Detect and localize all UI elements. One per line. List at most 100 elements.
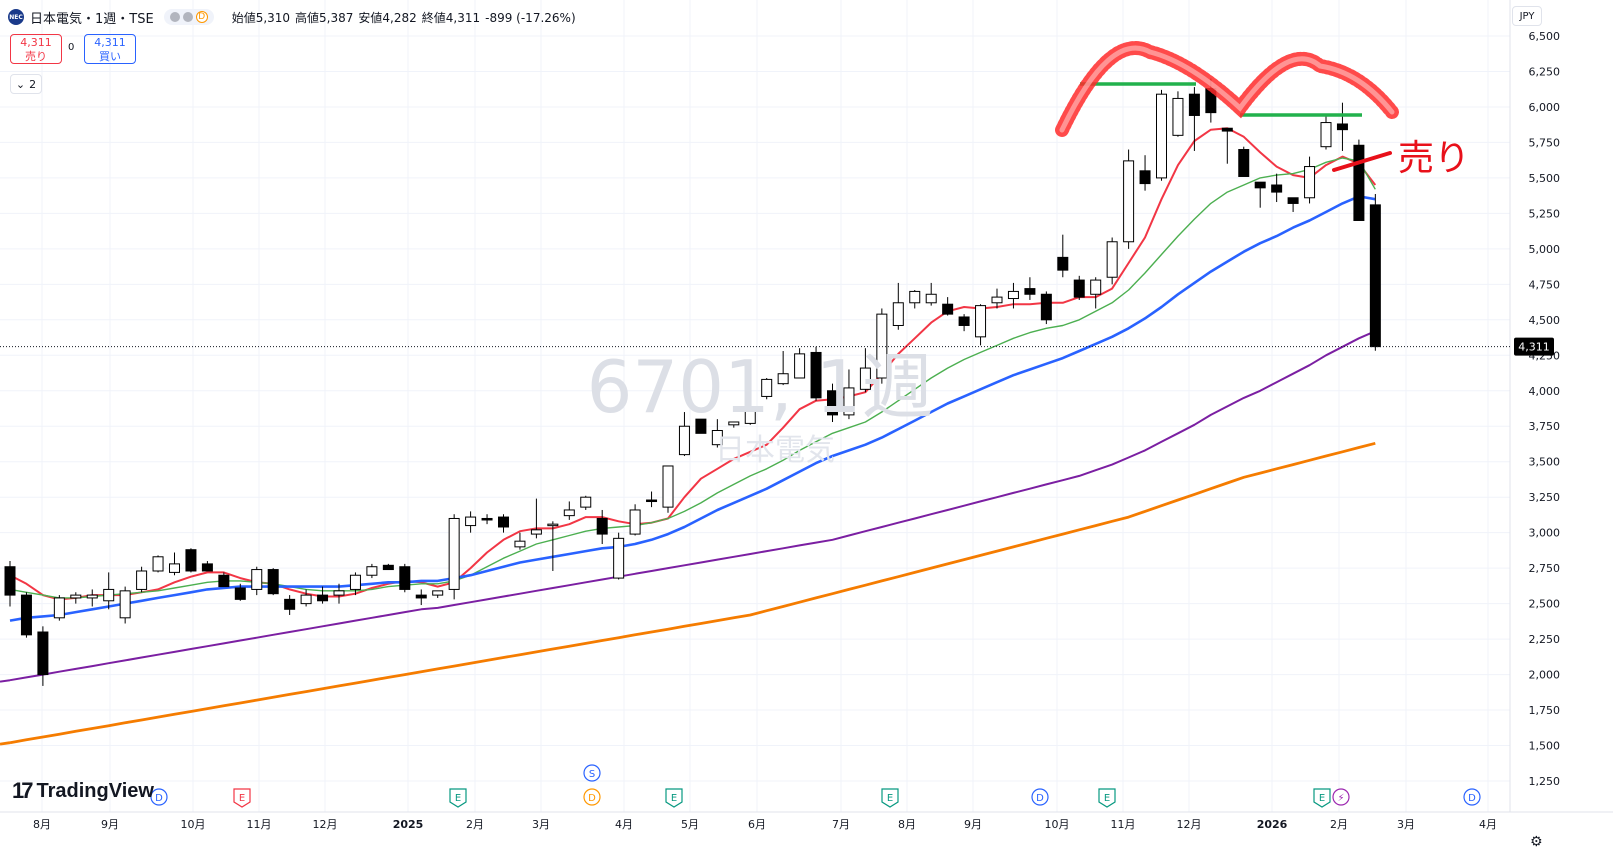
time-tick-label: 2026 bbox=[1257, 818, 1288, 831]
candle-up bbox=[1090, 279, 1102, 295]
candle-up bbox=[991, 296, 1003, 304]
symbol-title[interactable]: 日本電気・1週・TSE bbox=[30, 11, 154, 27]
spread-value: 0 bbox=[68, 42, 75, 53]
ohlc-readout: 始値5,310 高値5,387 安値4,282 終値4,311 -899 (-17.26… bbox=[232, 9, 581, 26]
time-tick-label: 4月 bbox=[615, 818, 633, 831]
candle-up bbox=[975, 305, 987, 338]
ma-line-orange bbox=[9, 441, 1376, 745]
candle-up bbox=[629, 509, 641, 535]
event-marker-earnings bbox=[449, 788, 467, 808]
tradingview-mark-icon: 17 bbox=[12, 778, 34, 803]
candle-up bbox=[1106, 241, 1118, 278]
ma-line-purple bbox=[9, 330, 1376, 682]
candle-down bbox=[498, 516, 509, 528]
event-marker-dividend bbox=[1463, 788, 1481, 806]
candle-up bbox=[1304, 166, 1316, 199]
price-tick-label: 3,250 bbox=[1529, 491, 1561, 504]
candle-up bbox=[251, 569, 263, 590]
candles bbox=[4, 78, 1381, 686]
candle-down bbox=[827, 390, 838, 416]
symbol-header[interactable]: NEC 日本電気・1週・TSE D 始値5,310 高値5,387 安値4,282 終… bbox=[8, 6, 581, 28]
candle-down bbox=[695, 418, 707, 434]
candle-up bbox=[547, 523, 559, 527]
price-tick-label: 4,750 bbox=[1529, 278, 1561, 291]
candle-up bbox=[892, 302, 904, 326]
event-marker-earnings bbox=[1313, 788, 1331, 808]
event-marker-dividend bbox=[150, 788, 168, 806]
sell-button[interactable]: 4,311 売り bbox=[10, 34, 62, 64]
candle-up bbox=[613, 537, 625, 579]
candle-down bbox=[415, 594, 427, 599]
candle-down bbox=[1188, 93, 1200, 116]
ohlc-item: -899 (-17.26%) bbox=[485, 10, 576, 25]
price-tick-label: 5,250 bbox=[1529, 207, 1561, 220]
ma-line-purple-ext bbox=[0, 679, 11, 683]
indicators-collapse-button[interactable]: ⌄ 2 bbox=[10, 74, 42, 94]
ohlc-item: 終値4,311 bbox=[421, 10, 481, 25]
candle-up bbox=[744, 410, 756, 424]
candle-up bbox=[349, 574, 361, 590]
candle-down bbox=[20, 594, 32, 636]
candle-up bbox=[678, 425, 690, 456]
time-tick-label: 4月 bbox=[1479, 818, 1497, 831]
lightning-icon bbox=[1332, 788, 1350, 806]
candle-down bbox=[646, 499, 658, 503]
event-marker-label: D bbox=[1036, 793, 1044, 804]
tradingview-logo[interactable]: 17 TradingView bbox=[12, 778, 154, 804]
event-marker-label: E bbox=[1104, 793, 1110, 804]
candle-up bbox=[1007, 290, 1019, 300]
candle-down bbox=[1287, 197, 1299, 204]
company-logo-icon: NEC bbox=[8, 9, 24, 25]
price-tick-label: 1,750 bbox=[1529, 704, 1561, 717]
candle-up bbox=[1123, 160, 1135, 243]
time-tick-label: 2月 bbox=[1330, 818, 1348, 831]
brand-name: TradingView bbox=[36, 779, 154, 802]
price-tick-label: 4,500 bbox=[1529, 314, 1561, 327]
candle-up bbox=[333, 590, 345, 596]
price-tick-label: 3,750 bbox=[1529, 420, 1561, 433]
time-tick-label: 11月 bbox=[247, 818, 272, 831]
candle-up bbox=[448, 517, 460, 590]
candle-up bbox=[761, 378, 773, 397]
status-dots-icon[interactable]: D bbox=[163, 9, 214, 25]
candle-down bbox=[942, 303, 954, 315]
candle-up bbox=[1320, 122, 1332, 148]
buy-button[interactable]: 4,311 買い bbox=[84, 34, 136, 64]
candle-down bbox=[4, 566, 16, 596]
candle-down bbox=[1271, 184, 1283, 193]
event-marker-label: E bbox=[239, 793, 245, 804]
event-markers: D E E S E E D E E D D ⚡ bbox=[150, 764, 1481, 808]
event-marker-earnings bbox=[233, 788, 251, 808]
price-tick-label: 2,000 bbox=[1529, 669, 1561, 682]
candle-down bbox=[1024, 288, 1036, 295]
price-tick-label: 4,000 bbox=[1529, 385, 1561, 398]
candle-down bbox=[382, 564, 394, 571]
candle-up bbox=[300, 594, 312, 605]
lightning-icon-glyph: ⚡ bbox=[1337, 793, 1344, 804]
buy-price: 4,311 bbox=[94, 36, 126, 49]
candle-up bbox=[843, 387, 855, 416]
time-tick-label: 9月 bbox=[101, 818, 119, 831]
buy-label: 買い bbox=[99, 50, 121, 63]
currency-selector[interactable]: JPY bbox=[1512, 6, 1542, 26]
gear-icon[interactable]: ⚙ bbox=[1530, 834, 1543, 850]
candle-up bbox=[152, 556, 164, 572]
candle-down bbox=[1057, 256, 1069, 271]
candle-down bbox=[1336, 123, 1348, 131]
candle-up bbox=[103, 588, 115, 602]
candle-up bbox=[70, 594, 82, 599]
time-axis[interactable]: 8月 9月 10月 11月 12月 2025 2月 3月 4月 5月 6月 7月 8月 9月 10月 11月 1… bbox=[0, 811, 1613, 831]
price-tick-label: 1,500 bbox=[1529, 740, 1561, 753]
time-tick-label: 12月 bbox=[1177, 818, 1202, 831]
candle-up bbox=[530, 529, 542, 535]
price-tick-label: 2,500 bbox=[1529, 598, 1561, 611]
time-tick-label: 10月 bbox=[1045, 818, 1070, 831]
sell-arrow-line bbox=[1332, 151, 1392, 172]
candle-down bbox=[1221, 127, 1233, 132]
time-tick-label: 3月 bbox=[532, 818, 550, 831]
candle-up bbox=[86, 594, 98, 599]
price-tick-label: 2,750 bbox=[1529, 562, 1561, 575]
candle-up bbox=[136, 570, 148, 590]
